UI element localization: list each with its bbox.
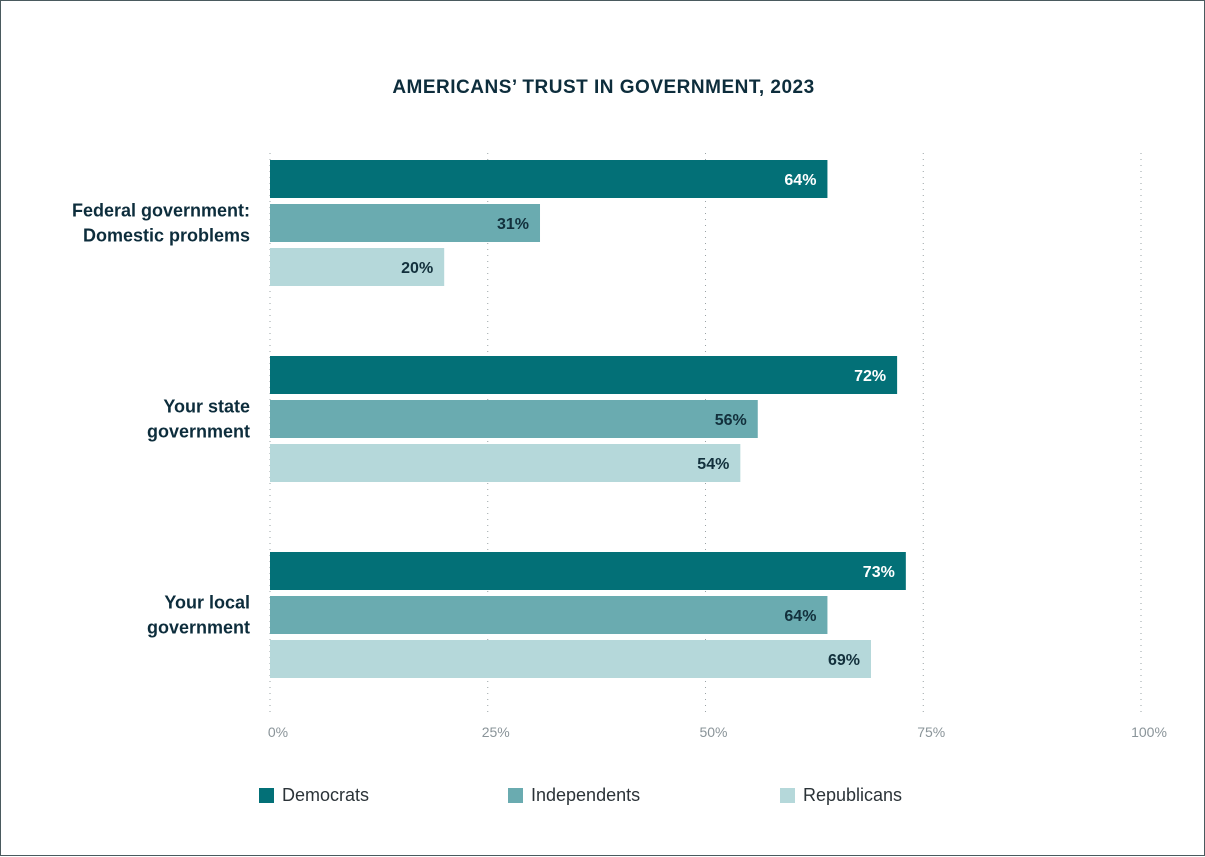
legend-item-democrats: Democrats <box>259 785 369 806</box>
data-label: 31% <box>497 216 529 233</box>
x-tick-label: 75% <box>917 724 945 740</box>
legend-item-independents: Independents <box>508 785 640 806</box>
legend-swatch-republicans <box>780 788 795 803</box>
category-label: Your local government <box>147 593 250 638</box>
data-label: 72% <box>854 368 886 385</box>
bar <box>270 160 828 198</box>
bar <box>270 400 758 438</box>
legend: Democrats Independents Republicans <box>1 785 1205 811</box>
legend-swatch-democrats <box>259 788 274 803</box>
bar <box>270 444 741 482</box>
bar <box>270 204 541 242</box>
category-label: Your state government <box>147 397 250 442</box>
legend-swatch-independents <box>508 788 523 803</box>
x-tick-label: 0% <box>268 724 288 740</box>
data-label: 20% <box>401 260 433 277</box>
legend-label-independents: Independents <box>531 785 641 805</box>
legend-label-democrats: Democrats <box>282 785 370 805</box>
bar <box>270 640 871 678</box>
bar <box>270 596 828 634</box>
legend-label-republicans: Republicans <box>803 785 903 805</box>
x-tick-label: 50% <box>699 724 727 740</box>
data-label: 64% <box>784 608 816 625</box>
data-label: 69% <box>828 652 860 669</box>
data-label: 56% <box>715 412 747 429</box>
chart-title: AMERICANS’ TRUST IN GOVERNMENT, 2023 <box>392 77 815 98</box>
x-tick-label: 100% <box>1131 724 1167 740</box>
bar <box>270 248 445 286</box>
legend-item-republicans: Republicans <box>780 785 902 806</box>
data-label: 73% <box>863 564 895 581</box>
data-label: 54% <box>697 456 729 473</box>
data-label: 64% <box>784 172 816 189</box>
x-tick-label: 25% <box>482 724 510 740</box>
category-label: Federal government: Domestic problems <box>72 201 250 246</box>
bar <box>270 552 906 590</box>
bar <box>270 356 898 394</box>
